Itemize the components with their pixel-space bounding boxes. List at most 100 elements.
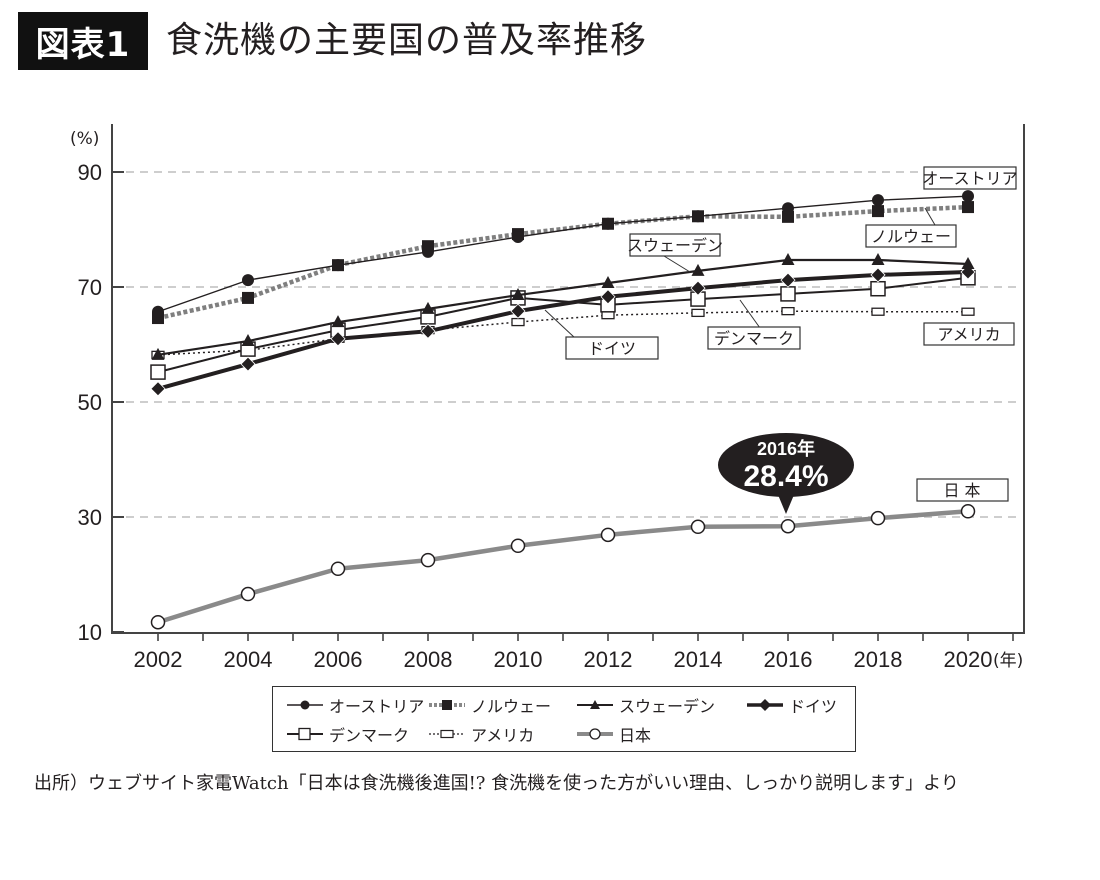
- norway-point: [782, 210, 794, 223]
- callout-2016: 2016年 28.4%: [718, 433, 854, 514]
- denmark-point: [870, 280, 886, 297]
- legend-label-norway: ノルウェー: [471, 697, 552, 716]
- callout-bubble: [718, 433, 854, 497]
- svg-text:日 本: 日 本: [943, 481, 980, 500]
- germany-point: [870, 267, 886, 283]
- denmark-point: [780, 286, 796, 302]
- japan-point: [870, 510, 886, 526]
- legend-label-sweden: スウェーデン: [619, 697, 716, 716]
- series-usa: [151, 306, 975, 360]
- austria-point: [242, 274, 254, 287]
- y-tick-label-90: 90: [78, 160, 102, 185]
- sweden-point: [511, 288, 525, 301]
- svg-text:ノルウェー: ノルウェー: [871, 227, 951, 246]
- sweden-point: [331, 315, 345, 328]
- source-note: 出所）ウェブサイト家電Watch「日本は食洗機後進国!? 食洗機を使った方がいい…: [34, 773, 959, 794]
- y-unit-label: (%): [70, 129, 99, 149]
- germany-point: [600, 289, 616, 305]
- axes: [111, 124, 1025, 634]
- legend-swatch-usa: [429, 729, 465, 739]
- x-unit-label: (年): [993, 651, 1023, 671]
- germany-point: [330, 331, 346, 347]
- germany-point: [420, 323, 436, 339]
- austria-point: [152, 305, 164, 318]
- y-tick-label-70: 70: [78, 275, 102, 300]
- japan-point: [960, 504, 976, 519]
- legend-item-japan: 日本: [575, 723, 651, 745]
- austria-point: [872, 194, 884, 207]
- y-ticks: 10 30 50 70 90: [78, 160, 124, 645]
- austria-point: [962, 190, 974, 203]
- japan-point: [150, 614, 166, 630]
- usa-point: [601, 311, 615, 320]
- series-line-denmark: [157, 276, 969, 374]
- y-tick-label-30: 30: [78, 505, 102, 530]
- legend-item-norway: ノルウェー: [427, 694, 551, 716]
- x-tick-label-2010: 2010: [494, 647, 543, 672]
- svg-text:オーストリア: オーストリア: [922, 169, 1017, 188]
- japan-point: [330, 561, 346, 576]
- svg-text:ドイツ: ドイツ: [588, 339, 636, 358]
- legend-item-austria: オーストリア: [285, 694, 424, 716]
- series-line-norway: [157, 204, 969, 321]
- sweden-point: [241, 334, 255, 347]
- x-tick-label-2018: 2018: [854, 647, 903, 672]
- series-austria: [152, 190, 974, 318]
- series-label-austria: オーストリア: [922, 166, 1018, 190]
- sweden-point: [961, 257, 975, 269]
- germany-point: [150, 381, 166, 397]
- germany-point: [240, 356, 256, 372]
- austria-point: [512, 230, 524, 243]
- austria-point: [692, 210, 704, 223]
- legend-swatch-sweden: [577, 700, 613, 709]
- series-label-norway: ノルウェー: [865, 207, 957, 248]
- x-tick-label-2012: 2012: [584, 647, 633, 672]
- series-label-usa: アメリカ: [923, 322, 1015, 346]
- norway-point: [242, 291, 254, 304]
- series-label-germany: ドイツ: [544, 309, 659, 360]
- chart-title: 食洗機の主要国の普及率推移: [166, 20, 648, 61]
- legend-swatch-germany: [747, 699, 783, 711]
- legend-label-austria: オーストリア: [329, 697, 425, 716]
- sweden-point: [151, 347, 165, 360]
- germany-point: [780, 272, 796, 288]
- series-line-austria: [157, 195, 969, 313]
- series-japan: [150, 504, 976, 630]
- sweden-point: [421, 301, 435, 314]
- y-tick-label-10: 10: [78, 620, 102, 645]
- austria-point: [422, 245, 434, 258]
- y-tick-label-50: 50: [78, 390, 102, 415]
- x-ticks: 2002 2004 2006 2008 2010 2012 2014 2016 2018 2020: [134, 633, 1014, 672]
- x-tick-label-2002: 2002: [134, 647, 183, 672]
- series-sweden: [151, 252, 975, 360]
- series-germany: [150, 264, 976, 397]
- usa-point: [691, 308, 705, 318]
- germany-point: [690, 280, 706, 296]
- legend-label-germany: ドイツ: [789, 697, 838, 716]
- series-line-germany: [157, 270, 969, 391]
- austria-point: [332, 259, 344, 272]
- x-tick-label-2020: 2020: [944, 647, 993, 672]
- series-label-denmark: デンマーク: [707, 299, 801, 350]
- sweden-point: [871, 252, 885, 265]
- x-tick-label-2016: 2016: [764, 647, 813, 672]
- callout-value: 28.4%: [743, 460, 828, 493]
- japan-point: [780, 518, 796, 534]
- x-tick-label-2008: 2008: [404, 647, 453, 672]
- series-label-japan: 日 本: [916, 478, 1009, 502]
- sweden-point: [691, 263, 705, 276]
- denmark-point: [150, 364, 166, 380]
- callout-year: 2016年: [757, 438, 815, 459]
- norway-point: [962, 201, 974, 214]
- austria-point: [602, 217, 614, 230]
- legend-swatch-denmark: [287, 727, 323, 741]
- legend-item-sweden: スウェーデン: [575, 694, 715, 716]
- usa-point: [511, 317, 525, 327]
- japan-point: [240, 586, 256, 602]
- callout-pointer: [776, 490, 796, 514]
- japan-point: [600, 527, 616, 543]
- svg-text:デンマーク: デンマーク: [714, 329, 794, 348]
- legend-label-japan: 日本: [619, 726, 652, 745]
- legend-label-usa: アメリカ: [471, 726, 535, 745]
